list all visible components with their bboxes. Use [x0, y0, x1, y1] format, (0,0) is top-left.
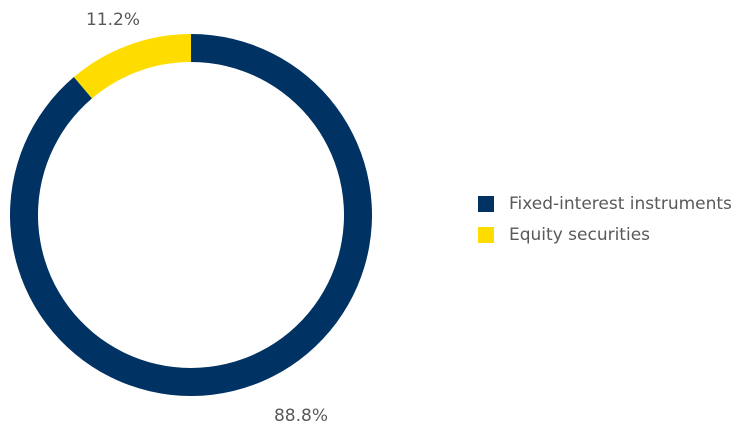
data-label-equity-securities: 11.2%	[86, 10, 140, 30]
legend-item-fixed-interest-instruments: Fixed-interest instruments	[478, 188, 732, 219]
legend-swatch	[478, 195, 494, 212]
legend-label: Equity securities	[509, 224, 651, 245]
slice-equity-securities	[73, 34, 191, 99]
data-label-fixed-interest-instruments: 88.8%	[274, 406, 328, 426]
legend-label: Fixed-interest instruments	[509, 193, 732, 214]
legend-swatch	[478, 226, 494, 243]
data-labels-group: 88.8% 11.2%	[86, 10, 328, 426]
legend: Fixed-interest instruments Equity securit…	[478, 188, 732, 250]
slices-group	[9, 34, 372, 396]
legend-item-equity-securities: Equity securities	[478, 219, 732, 250]
slice-fixed-interest-instruments	[9, 34, 372, 396]
